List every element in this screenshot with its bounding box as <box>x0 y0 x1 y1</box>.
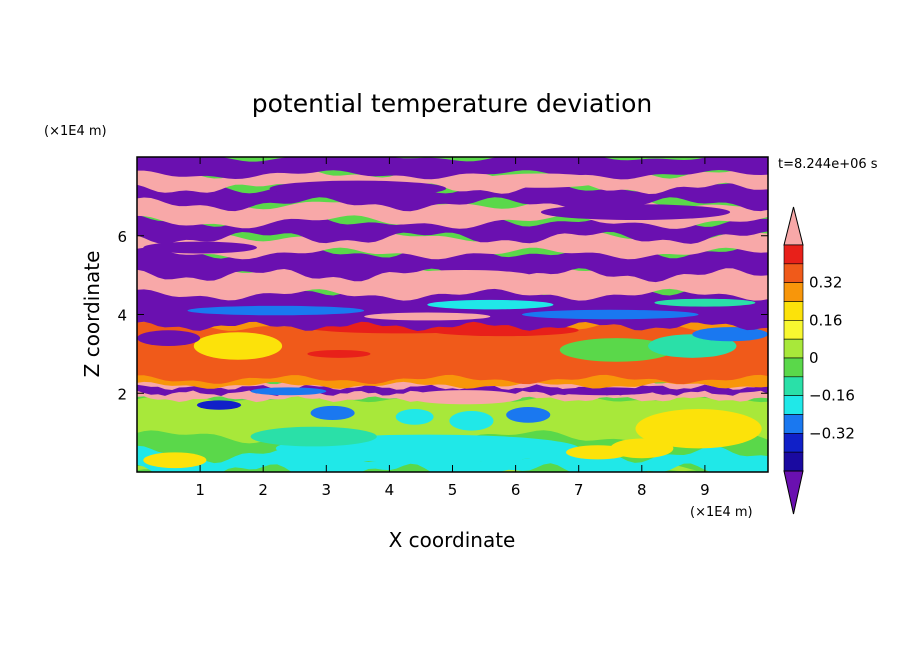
y-axis-ticks: 2 4 6 <box>117 228 768 403</box>
contour-band <box>137 286 768 331</box>
contour-patch <box>143 452 207 469</box>
colorbar-swatch <box>783 338 804 359</box>
colorbar-label: −0.16 <box>809 387 855 405</box>
colorbar-swatch <box>783 357 804 378</box>
contour-band <box>137 321 768 385</box>
y-tick-label: 6 <box>117 228 127 246</box>
colorbar-swatch <box>783 433 804 453</box>
contour-patch <box>269 180 447 197</box>
colorbar: 0.32 0.16 0 −0.16 −0.32 <box>783 206 855 515</box>
colorbar-swatch <box>783 451 804 472</box>
colorbar-swatch <box>783 395 804 415</box>
x-tick-label: 6 <box>511 481 521 499</box>
contour-patch <box>408 390 522 405</box>
colorbar-label: 0.32 <box>809 274 842 292</box>
contour-patch <box>654 298 756 307</box>
contour-patch <box>250 387 327 396</box>
colorbar-swatch <box>783 301 804 321</box>
contour-patch <box>395 409 434 425</box>
colorbar-top-arrow <box>783 206 804 246</box>
contour-patch <box>692 327 768 342</box>
x-axis-label: X coordinate <box>389 528 516 552</box>
colorbar-swatch <box>783 376 804 396</box>
y-tick-label: 4 <box>117 307 127 325</box>
contour-patch <box>196 400 242 410</box>
colorbar-label: 0.16 <box>809 311 842 329</box>
contour-patch <box>143 241 257 254</box>
contour-band <box>137 229 768 260</box>
x-tick-label: 2 <box>258 481 268 499</box>
contour-patch <box>310 405 355 421</box>
contour-patch <box>521 309 699 320</box>
contour-patch <box>193 332 283 360</box>
colorbar-label: 0 <box>809 349 819 367</box>
x-tick-label: 9 <box>700 481 710 499</box>
colorbar-swatch <box>783 414 804 434</box>
contour-band <box>137 157 768 180</box>
chart-title: potential temperature deviation <box>252 89 652 118</box>
contour-patch <box>566 445 630 460</box>
contour-patch <box>506 407 551 423</box>
x-tick-label: 3 <box>322 481 332 499</box>
contour-patch <box>477 173 604 188</box>
y-axis-label: Z coordinate <box>80 251 104 378</box>
x-tick-label: 8 <box>637 481 647 499</box>
colorbar-bottom-arrow <box>783 470 804 515</box>
contour-patch <box>137 330 201 346</box>
x-tick-label: 4 <box>385 481 395 499</box>
colorbar-swatch <box>783 244 804 265</box>
contour-patch <box>364 312 491 321</box>
contour-patch <box>187 305 365 316</box>
time-label: t=8.244e+06 s <box>778 157 878 172</box>
colorbar-swatch <box>783 320 804 340</box>
y-tick-label: 2 <box>117 385 127 403</box>
y-axis-unit: (×1E4 m) <box>44 124 107 139</box>
contour-patch <box>540 204 731 220</box>
contour-patch <box>427 299 554 310</box>
x-axis-ticks: 1 2 3 4 5 6 7 8 9 <box>195 157 710 499</box>
contour-patch <box>307 349 371 358</box>
contour-patch <box>559 338 674 362</box>
contour-band <box>137 179 768 212</box>
contour-patch <box>635 409 762 449</box>
x-tick-label: 1 <box>195 481 205 499</box>
x-tick-label: 5 <box>448 481 458 499</box>
contour-patch <box>553 387 655 396</box>
x-axis-unit: (×1E4 m) <box>690 505 753 520</box>
contour-patch <box>395 270 535 285</box>
colorbar-swatch <box>783 282 804 302</box>
contour-patch <box>250 426 377 447</box>
colorbar-swatch <box>783 263 804 283</box>
x-tick-label: 7 <box>574 481 584 499</box>
contour-field <box>137 157 768 472</box>
contour-patch <box>449 410 494 431</box>
colorbar-label: −0.32 <box>809 424 855 442</box>
